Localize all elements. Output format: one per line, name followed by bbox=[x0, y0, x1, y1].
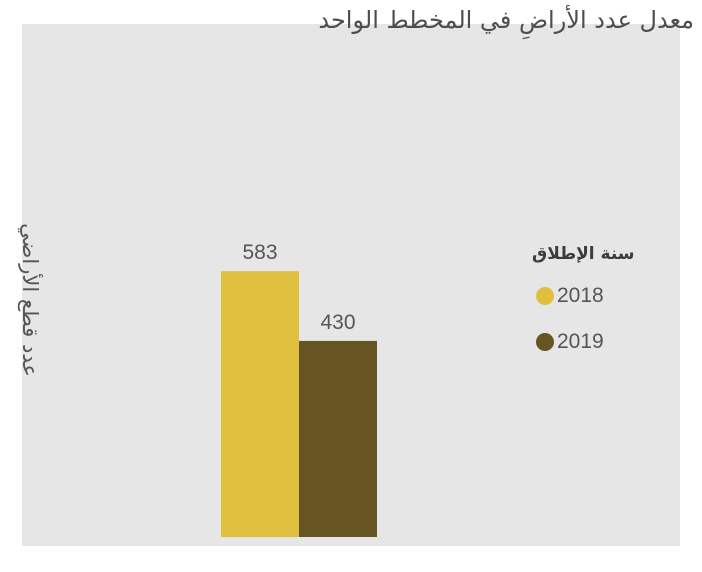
legend-title: سنة الإطلاق bbox=[532, 244, 635, 264]
legend-marker-2019 bbox=[536, 333, 554, 351]
legend-item-2019: 2019 bbox=[536, 330, 604, 354]
bar-2018 bbox=[221, 271, 299, 537]
legend-marker-2018 bbox=[536, 287, 554, 305]
legend-label-2018: 2018 bbox=[557, 284, 604, 307]
bar-value-label-2018: 583 bbox=[242, 241, 277, 264]
chart-title: معدل عدد الأراضِ في المخطط الواحد bbox=[318, 6, 694, 34]
bar-2019 bbox=[299, 340, 377, 537]
legend-item-2018: 2018 bbox=[536, 284, 604, 308]
bar-value-label-2019: 430 bbox=[320, 311, 355, 334]
legend-label-2019: 2019 bbox=[557, 330, 604, 353]
